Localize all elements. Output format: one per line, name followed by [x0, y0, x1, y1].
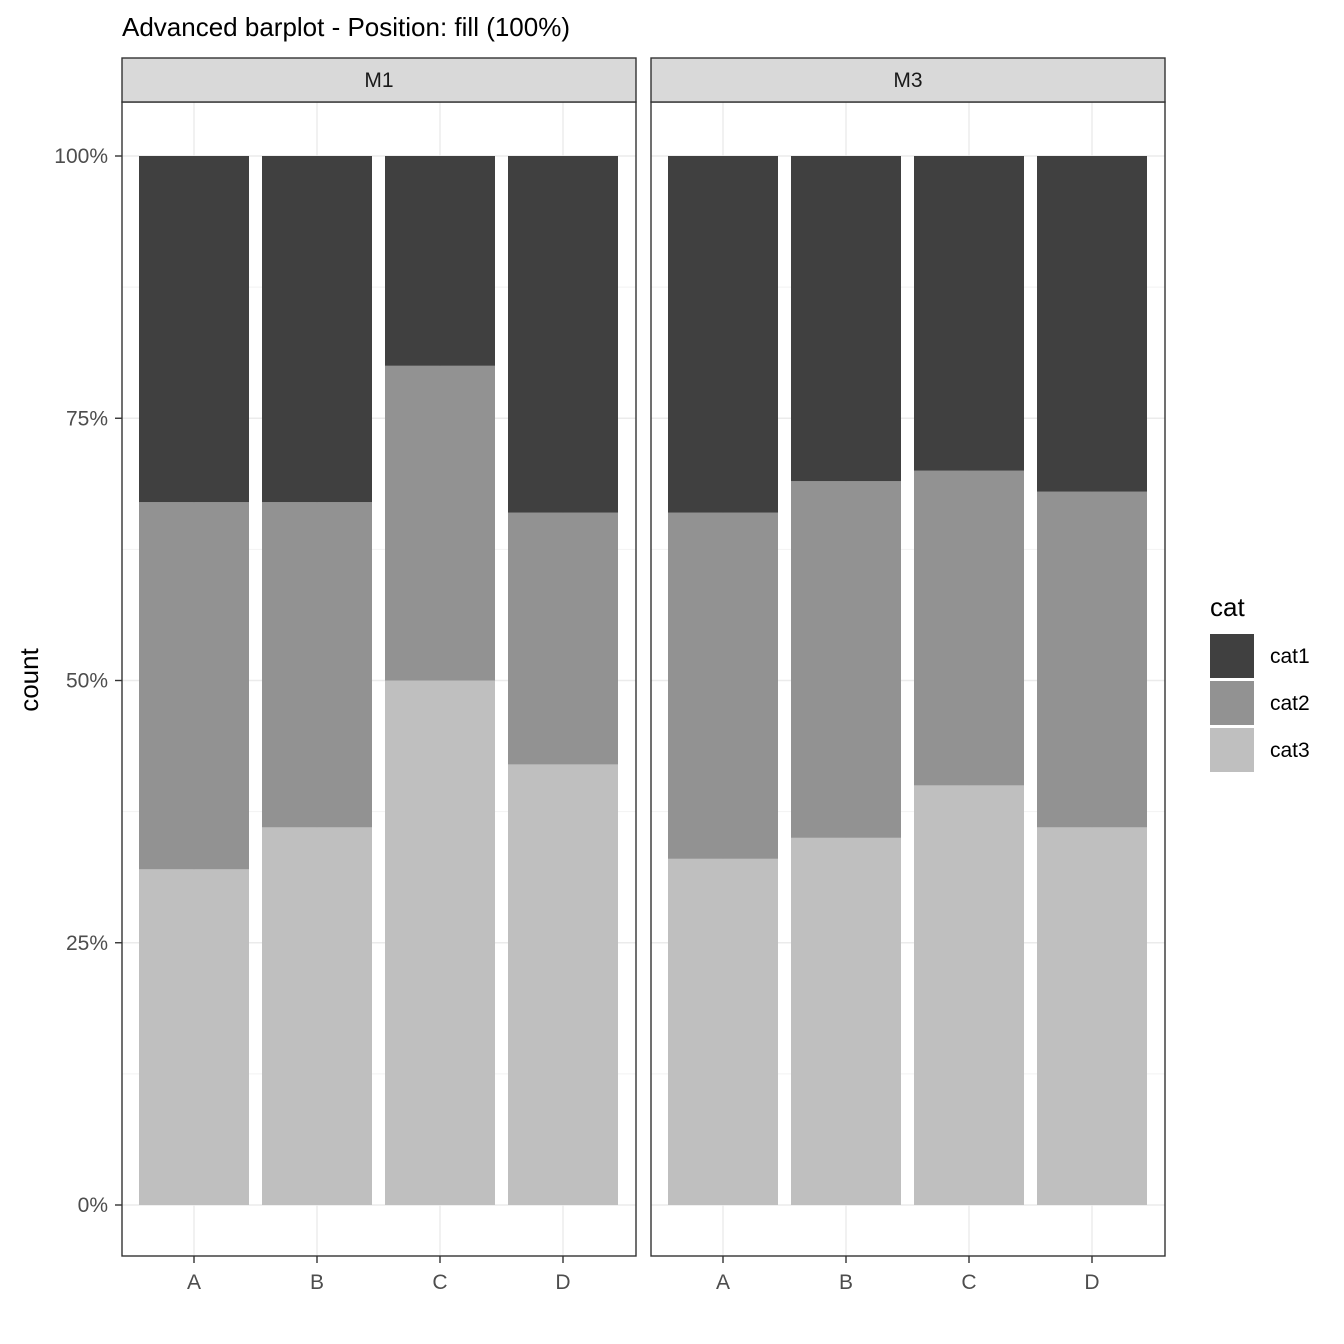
bar-m3-c-cat3: [914, 785, 1024, 1205]
legend-key-cat2: [1210, 681, 1254, 725]
bar-m3-a-cat3: [668, 858, 778, 1205]
y-axis: 0% 25% 50% 75% 100%: [54, 145, 122, 1217]
bar-m3-b-cat2: [791, 481, 901, 838]
x-tick-label: B: [310, 1271, 324, 1294]
bar-m1-a-cat2: [139, 502, 249, 870]
bar-m1-d-cat2: [508, 512, 618, 765]
x-tick-label: A: [187, 1271, 201, 1294]
legend-label-cat1: cat1: [1270, 645, 1310, 668]
bar-m3-c-cat2: [914, 470, 1024, 786]
strip-m3: [650, 57, 1166, 103]
legend-key-cat1: [1210, 634, 1254, 678]
x-tick-label: A: [716, 1271, 730, 1294]
panels: M1 A B C D M3 A B C D: [121, 57, 1166, 1294]
bar-m1-b-cat2: [262, 502, 372, 828]
y-axis-title: count: [14, 647, 44, 711]
y-tick-label: 50%: [66, 670, 108, 693]
panel-m3: M3 A B C D: [650, 57, 1166, 1294]
panel-m1: M1 A B C D: [121, 57, 637, 1294]
bar-m3-d-cat3: [1037, 827, 1147, 1205]
bar-m3-a-cat1: [668, 156, 778, 513]
legend-label-cat3: cat3: [1270, 739, 1310, 762]
bar-m3-d-cat1: [1037, 156, 1147, 492]
bar-m3-c-cat1: [914, 156, 1024, 471]
bar-m1-b-cat1: [262, 156, 372, 503]
bar-m1-a-cat1: [139, 156, 249, 503]
chart-title: Advanced barplot - Position: fill (100%): [122, 12, 570, 42]
strip-label: M1: [364, 69, 393, 92]
bar-m3-b-cat1: [791, 156, 901, 482]
bar-m1-c-cat1: [385, 156, 495, 366]
y-tick-label: 0%: [78, 1194, 108, 1217]
y-tick-label: 100%: [54, 145, 108, 168]
legend: cat cat1 cat2 cat3: [1210, 592, 1310, 772]
bar-m1-d-cat1: [508, 156, 618, 513]
legend-key-cat3: [1210, 728, 1254, 772]
bar-m3-b-cat3: [791, 837, 901, 1205]
x-tick-label: B: [839, 1271, 853, 1294]
x-tick-label: C: [961, 1271, 976, 1294]
x-tick-label: C: [432, 1271, 447, 1294]
bar-m1-b-cat3: [262, 827, 372, 1205]
y-tick-label: 75%: [66, 407, 108, 430]
bar-m1-c-cat2: [385, 365, 495, 681]
bar-m1-a-cat3: [139, 869, 249, 1205]
legend-label-cat2: cat2: [1270, 692, 1310, 715]
y-tick-label: 25%: [66, 932, 108, 955]
legend-title: cat: [1210, 592, 1245, 622]
x-tick-label: D: [1084, 1271, 1099, 1294]
x-tick-label: D: [555, 1271, 570, 1294]
strip-m1: [121, 57, 637, 103]
bar-m3-d-cat2: [1037, 491, 1147, 828]
bar-m1-c-cat3: [385, 680, 495, 1205]
bar-m3-a-cat2: [668, 512, 778, 859]
bar-m1-d-cat3: [508, 764, 618, 1205]
strip-label: M3: [893, 69, 922, 92]
